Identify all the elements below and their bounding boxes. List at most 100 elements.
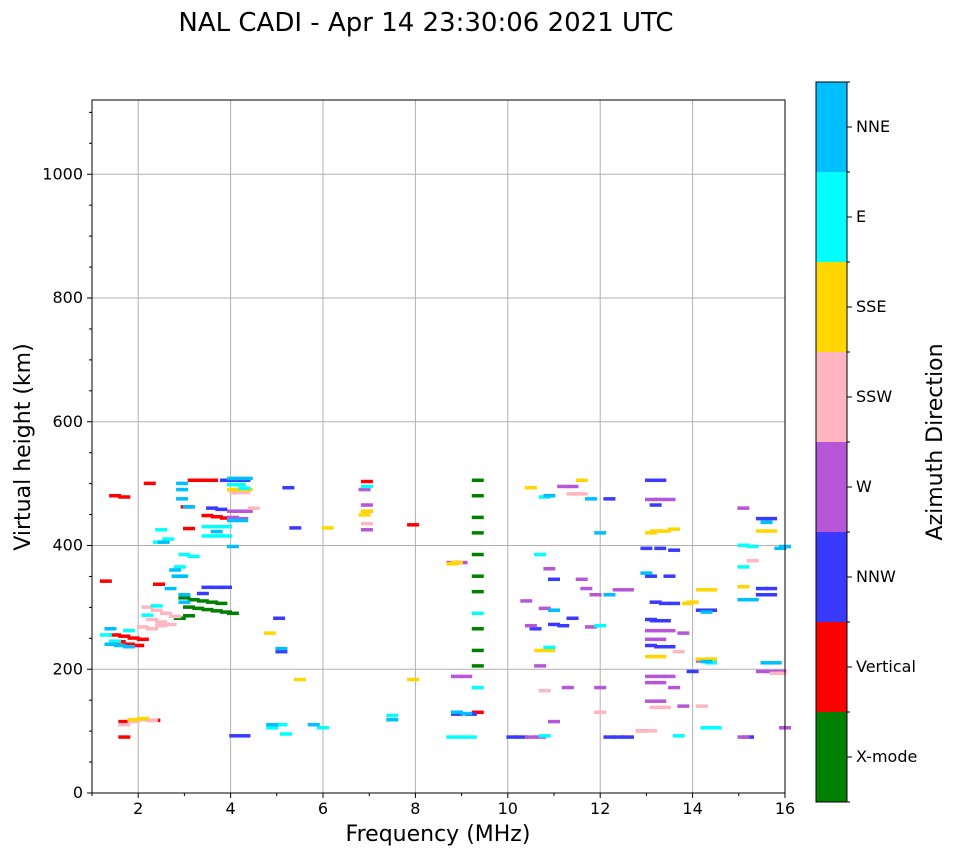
echo-point	[229, 478, 242, 483]
echo-point	[450, 674, 463, 679]
echo-point	[603, 735, 616, 739]
echo-point	[169, 614, 182, 619]
echo-point	[649, 600, 662, 604]
echo-point	[275, 722, 288, 727]
colorbar-segment	[816, 442, 847, 532]
colorbar-segment	[816, 82, 847, 172]
echo-point	[201, 513, 214, 518]
echo-point	[520, 599, 533, 603]
echo-point	[109, 639, 122, 643]
echo-point	[187, 478, 200, 483]
plot-area	[92, 100, 785, 793]
echo-point	[695, 608, 708, 612]
y-tick-label: 200	[52, 659, 83, 678]
x-tick-label: 6	[318, 799, 328, 818]
echo-point	[681, 601, 694, 606]
echo-point	[136, 625, 149, 629]
echo-point	[538, 606, 551, 611]
echo-point	[146, 617, 159, 622]
echo-point	[649, 618, 662, 623]
echo-point	[173, 565, 186, 569]
echo-point	[226, 515, 239, 520]
echo-point	[672, 734, 685, 738]
echo-point	[358, 487, 371, 492]
echo-point	[118, 722, 131, 727]
echo-point	[635, 729, 648, 733]
echo-point	[238, 734, 251, 738]
echo-point	[575, 478, 588, 483]
y-axis-label: Virtual height (km)	[11, 343, 36, 550]
echo-point	[233, 476, 246, 481]
echo-point	[238, 486, 251, 491]
echo-point	[737, 597, 750, 602]
echo-point	[210, 524, 223, 529]
echo-point	[150, 608, 163, 612]
colorbar-tick-label: SSW	[856, 387, 892, 406]
echo-point	[594, 710, 607, 715]
echo-point	[645, 574, 658, 578]
x-axis-label: Frequency (MHz)	[346, 822, 531, 847]
echo-point	[575, 492, 588, 496]
echo-point	[654, 680, 667, 685]
echo-point	[407, 523, 420, 527]
echo-point	[450, 710, 463, 715]
echo-point	[109, 633, 122, 637]
echo-point	[594, 685, 607, 690]
echo-point	[471, 648, 484, 653]
echo-point	[127, 717, 140, 722]
y-tick-label: 0	[73, 783, 83, 802]
colorbar-tick-label: Vertical	[856, 657, 916, 676]
echo-point	[705, 657, 718, 661]
echo-point	[358, 513, 371, 517]
colorbar-segment	[816, 352, 847, 442]
echo-point	[152, 582, 165, 586]
echo-point	[229, 734, 242, 738]
echo-point	[192, 606, 205, 611]
echo-point	[122, 644, 135, 649]
echo-point	[621, 588, 634, 592]
echo-point	[746, 544, 759, 549]
echo-point	[141, 613, 154, 617]
echo-point	[183, 505, 196, 509]
echo-point	[534, 552, 547, 557]
echo-point	[548, 577, 560, 582]
echo-point	[663, 574, 676, 578]
x-tick-label: 16	[775, 799, 795, 818]
echo-point	[164, 586, 177, 591]
echo-point	[196, 599, 209, 603]
y-tick-label: 400	[52, 536, 83, 555]
echo-point	[289, 526, 302, 530]
echo-point	[677, 704, 690, 708]
echo-point	[471, 611, 484, 616]
echo-point	[543, 648, 556, 653]
echo-point	[755, 516, 768, 521]
echo-point	[645, 699, 658, 703]
echo-point	[566, 492, 579, 496]
echo-point	[543, 567, 556, 571]
echo-point	[654, 654, 667, 659]
x-tick-label: 2	[133, 799, 143, 818]
echo-point	[760, 520, 773, 525]
echo-point	[663, 644, 676, 649]
echo-point	[594, 531, 607, 535]
echo-point	[654, 644, 667, 649]
echo-point	[663, 628, 676, 633]
colorbar-segment	[816, 712, 847, 802]
x-tick-label: 14	[682, 799, 702, 818]
echo-point	[122, 628, 135, 633]
echo-point	[206, 478, 219, 483]
echo-point	[219, 524, 232, 529]
echo-point	[226, 509, 239, 513]
echo-point	[649, 529, 662, 533]
echo-point	[219, 610, 232, 614]
echo-point	[155, 620, 168, 624]
chart-title: NAL CADI - Apr 14 23:30:06 2021 UTC	[178, 8, 673, 38]
echo-point	[118, 634, 131, 638]
echo-point	[157, 540, 170, 544]
echo-point	[293, 677, 306, 682]
echo-point	[705, 588, 718, 592]
echo-point	[658, 705, 671, 710]
echo-point	[173, 616, 186, 621]
echo-point	[755, 586, 768, 591]
echo-point	[471, 574, 484, 578]
